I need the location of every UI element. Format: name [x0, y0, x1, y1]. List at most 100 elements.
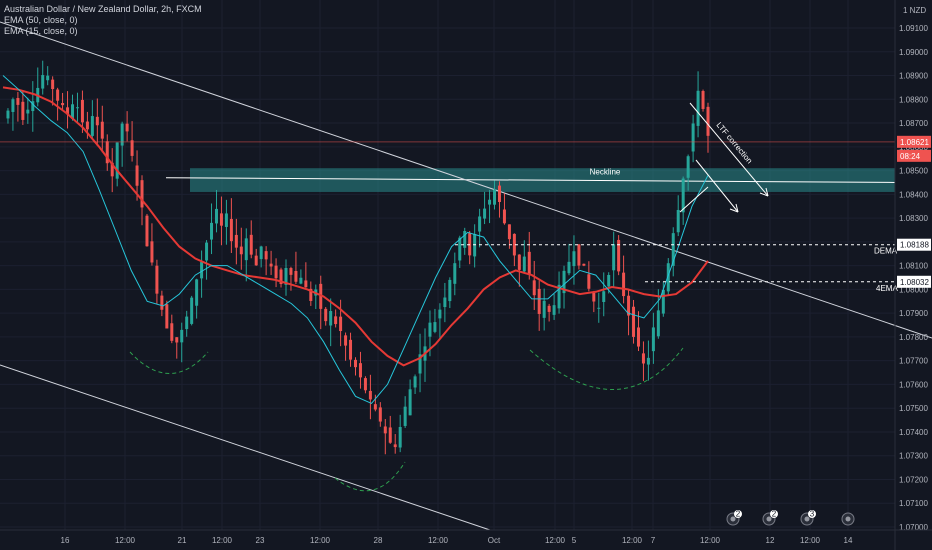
x-tick-label: 12:00	[212, 536, 233, 545]
candle-body	[110, 162, 114, 177]
candle-body	[160, 295, 164, 310]
ltf-arrow-2	[695, 159, 739, 213]
x-tick-label: 7	[651, 536, 656, 545]
y-tick-label: 1.08400	[899, 190, 928, 199]
event-badge[interactable]: 2	[762, 510, 778, 526]
event-badge[interactable]	[841, 512, 855, 526]
candle-body	[522, 256, 526, 272]
candle-body	[383, 426, 387, 434]
ltf-correction-label: LTF correction	[714, 121, 754, 166]
candle-body	[656, 310, 660, 337]
candle-body	[592, 292, 596, 302]
candle-body	[180, 329, 184, 343]
ltf-arrow-1-head	[759, 187, 769, 197]
candle-body	[363, 378, 367, 391]
y-tick-label: 1.08500	[899, 167, 928, 176]
candle-body	[229, 218, 233, 242]
x-tick-label: 21	[178, 536, 187, 545]
candle-body	[334, 316, 338, 325]
candle-body	[572, 251, 576, 267]
candle-body	[622, 272, 626, 297]
candle-body	[26, 109, 30, 114]
candle-body	[130, 140, 134, 156]
price-axis[interactable]: 1 NZD 1.09100 1.09000 1.08900 1.08800 1.08700…	[894, 0, 931, 550]
candle-body	[696, 90, 700, 126]
candle-body	[31, 101, 35, 112]
candle-body	[577, 244, 581, 266]
countdown-tag-text: 08:24	[900, 152, 921, 161]
candle-body	[463, 230, 467, 248]
countdown-tag-bg	[897, 149, 931, 162]
y-tick-label: 1.07800	[899, 333, 928, 342]
candle-body	[497, 185, 501, 203]
upper-trendline	[0, 21, 932, 339]
candle-body	[145, 215, 149, 247]
candle-body	[185, 316, 189, 330]
candle-body	[190, 297, 194, 324]
candle-body	[433, 322, 437, 332]
y-tick-label: 1.09000	[899, 48, 928, 57]
candle-body	[636, 327, 640, 347]
candle-body	[249, 234, 253, 255]
y-tick-label: 1.07900	[899, 309, 928, 318]
ema4-price-tag-text: 1.08032	[900, 278, 929, 287]
candle-body	[706, 106, 710, 136]
candle-body	[259, 246, 263, 260]
candle-body	[214, 208, 218, 224]
event-badge-icon	[804, 516, 810, 522]
candle-body	[61, 103, 65, 106]
x-tick-label: 12:00	[428, 536, 449, 545]
candle-body	[219, 213, 223, 226]
candle-body	[632, 306, 636, 337]
candle-body	[666, 263, 670, 292]
y-tick-label: 1.07600	[899, 380, 928, 389]
candle-body	[438, 309, 442, 319]
time-axis[interactable]: 16 12:00 21 12:00 23 12:00 28 12:00 Oct 12:00 5 12:…	[0, 529, 932, 545]
candle-body	[527, 251, 531, 275]
event-badge[interactable]: 3	[800, 510, 816, 526]
candle-body	[547, 305, 551, 312]
candle-body	[671, 233, 675, 266]
candle-body	[205, 242, 209, 261]
candle-body	[686, 156, 690, 178]
candle-body	[597, 307, 601, 309]
x-tick-label: 5	[572, 536, 577, 545]
y-tick-label: 1.07500	[899, 404, 928, 413]
candle-body	[135, 165, 139, 186]
event-badges: 2 2 3	[726, 510, 855, 526]
candle-body	[21, 101, 25, 120]
candle-body	[344, 335, 348, 346]
candle-body	[373, 404, 377, 410]
candle-body	[354, 359, 357, 368]
y-tick-label: 1.08000	[899, 285, 928, 294]
y-tick-label: 1.08700	[899, 119, 928, 128]
candle-body	[71, 104, 75, 119]
neckline-zone: Neckline	[165, 168, 896, 192]
event-badge-count-bg	[734, 510, 742, 518]
candle-body	[612, 244, 616, 271]
ema15-legend: EMA (15, close, 0)	[4, 26, 78, 36]
x-tick-label: 12:00	[310, 536, 331, 545]
candle-body	[244, 238, 248, 261]
x-tick-label: 12:00	[545, 536, 566, 545]
candle-body	[234, 234, 238, 248]
candle-body	[264, 251, 268, 260]
y-tick-label: 1.07100	[899, 499, 928, 508]
candle-body	[398, 426, 402, 448]
candle-body	[512, 233, 516, 256]
ema50-line	[2, 86, 709, 367]
candle-body	[85, 121, 89, 130]
candle-body	[66, 107, 70, 115]
event-badge[interactable]: 2	[726, 510, 742, 526]
candle-body	[517, 254, 521, 270]
candle-body	[105, 141, 109, 164]
candle-body	[16, 98, 20, 105]
candle-body	[46, 75, 50, 81]
event-badge-count: 3	[810, 510, 815, 519]
current-price-tag: 1.08621	[897, 135, 931, 148]
candle-body	[170, 323, 174, 341]
candle-body	[661, 289, 665, 314]
candle-body	[368, 390, 372, 400]
x-tick-label: 12:00	[700, 536, 721, 545]
